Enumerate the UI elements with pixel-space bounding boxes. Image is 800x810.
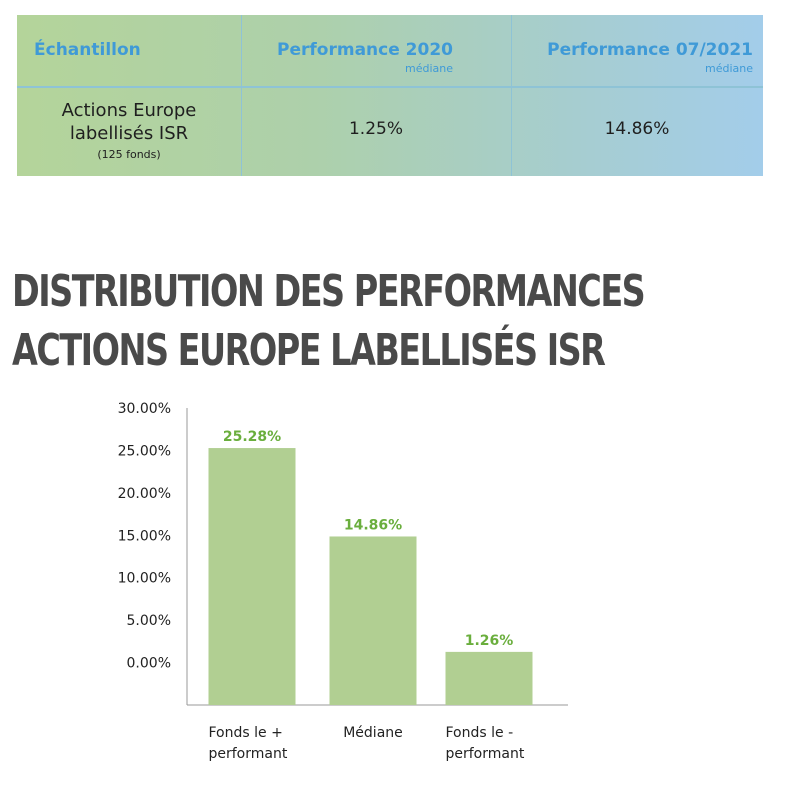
x-category-label: performant [446, 746, 525, 762]
row-label-note: (125 fonds) [97, 148, 161, 161]
row-label-line2: labellisés ISR [69, 123, 189, 144]
y-tick-label: 20.00% [118, 486, 171, 502]
cell-performance-07-2021: 14.86% [604, 119, 670, 139]
y-tick-label: 25.00% [118, 443, 171, 459]
x-category-label: performant [209, 746, 288, 762]
row-label-line1: Actions Europe [61, 100, 197, 121]
x-category-label: Fonds le - [446, 725, 514, 741]
data-label: 14.86% [344, 517, 402, 533]
y-tick-label: 30.00% [118, 401, 171, 417]
header-performance-07-2021-sub: médiane [704, 62, 753, 75]
column-divider [241, 15, 242, 176]
data-label: 25.28% [223, 429, 281, 445]
header-performance-2020: Performance 2020 [277, 40, 453, 60]
bar [208, 448, 296, 705]
x-category-label: Fonds le + [209, 725, 283, 741]
heading-line-2: ACTIONS EUROPE LABELLISÉS ISR [12, 325, 606, 376]
chart-heading: DISTRIBUTION DES PERFORMANCES ACTIONS EU… [12, 262, 646, 380]
bar-chart: 30.00% 25.00% 20.00% 15.00% 10.00% 5.00% 0.00%… [118, 401, 568, 762]
bar [445, 651, 533, 705]
y-tick-label: 15.00% [118, 528, 171, 544]
x-category-label: Médiane [343, 725, 403, 741]
row-divider [17, 86, 763, 88]
header-performance-2020-sub: médiane [404, 62, 453, 75]
y-tick-label: 10.00% [118, 571, 171, 587]
y-tick-label: 0.00% [127, 656, 171, 672]
column-divider [511, 15, 512, 176]
bar [329, 536, 417, 705]
data-label: 1.26% [465, 633, 514, 649]
header-echantillon: Échantillon [34, 40, 141, 60]
summary-table: Échantillon Performance 2020 médiane Per… [17, 15, 763, 176]
cell-performance-2020: 1.25% [348, 119, 403, 139]
heading-line-1: DISTRIBUTION DES PERFORMANCES [12, 266, 646, 317]
header-performance-07-2021: Performance 07/2021 [547, 40, 753, 60]
y-tick-label: 5.00% [127, 613, 171, 629]
